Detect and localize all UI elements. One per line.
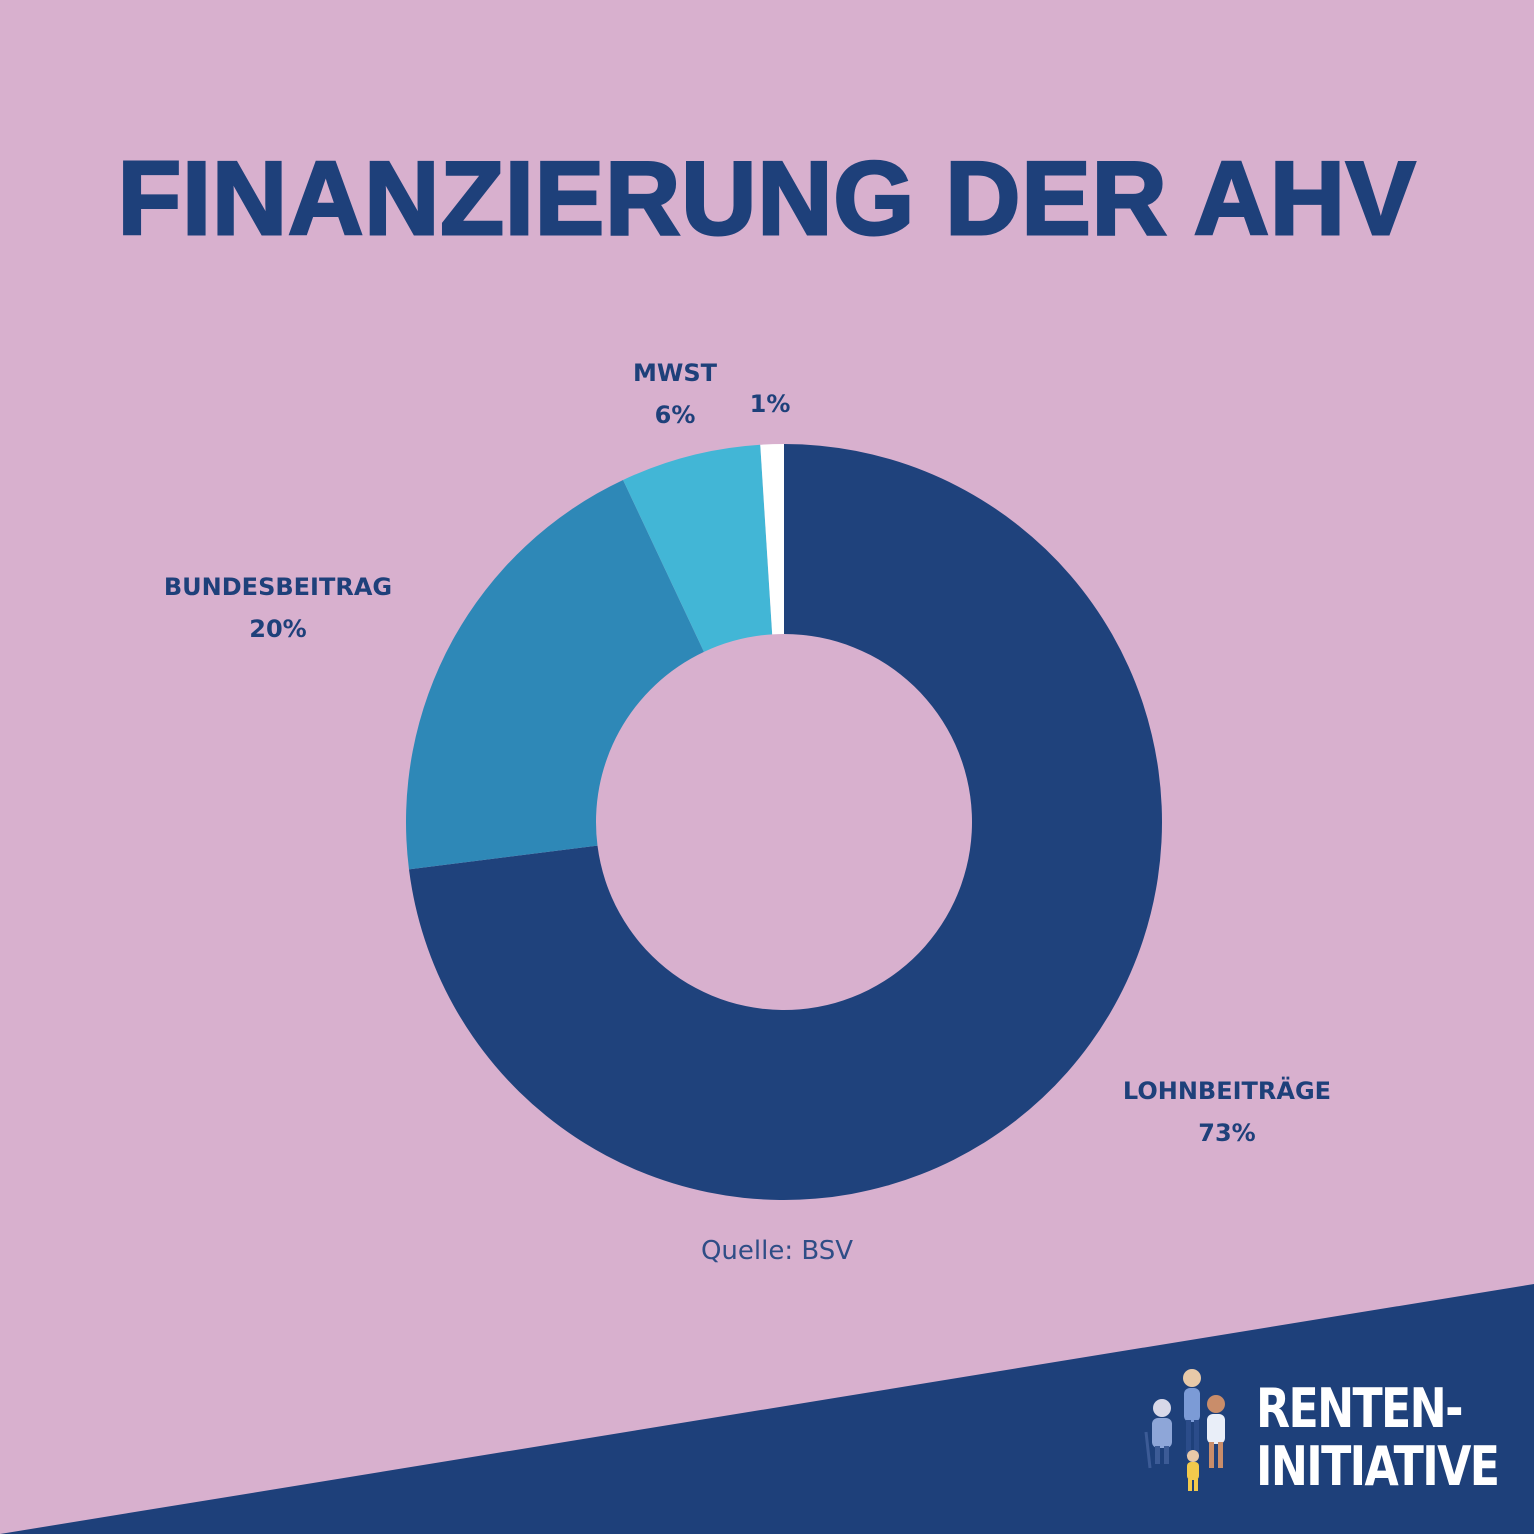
donut-slice-other [760,444,784,635]
label-bundesbeitrag-name: BUNDESBEITRAG [163,573,393,601]
label-bundesbeitrag-value: 20% [249,615,307,643]
label-mwst-value: 6% [654,401,696,429]
donut-chart [405,444,1162,1200]
label-mwst-name: MWST [632,359,717,387]
label-other: 1% [730,383,810,425]
label-mwst: MWST 6% [613,352,737,436]
label-other-value: 1% [749,390,791,418]
label-bundesbeitrag: BUNDESBEITRAG 20% [126,566,430,650]
donut-slice-bundesbeitrag [405,479,704,870]
logo-line-2: INITIATIVE [1256,1435,1500,1498]
renten-initiative-logo: RENTEN- INITIATIVE [1256,1377,1500,1498]
label-lohnbeitraege-name: LOHNBEITRÄGE [1122,1077,1332,1105]
page-title: FINANZIERUNG DER AHV [116,140,1417,259]
people-illustration [1144,1369,1225,1491]
logo-line-1: RENTEN- [1256,1377,1463,1440]
label-lohnbeitraege-value: 73% [1198,1119,1256,1147]
donut-slice-mwst [623,444,773,652]
bottom-band [0,1284,1534,1534]
label-lohnbeitraege: LOHNBEITRÄGE 73% [1080,1070,1374,1154]
source-note: Quelle: BSV [700,1236,854,1266]
donut-slice-lohnbeiträge [408,444,1162,1200]
